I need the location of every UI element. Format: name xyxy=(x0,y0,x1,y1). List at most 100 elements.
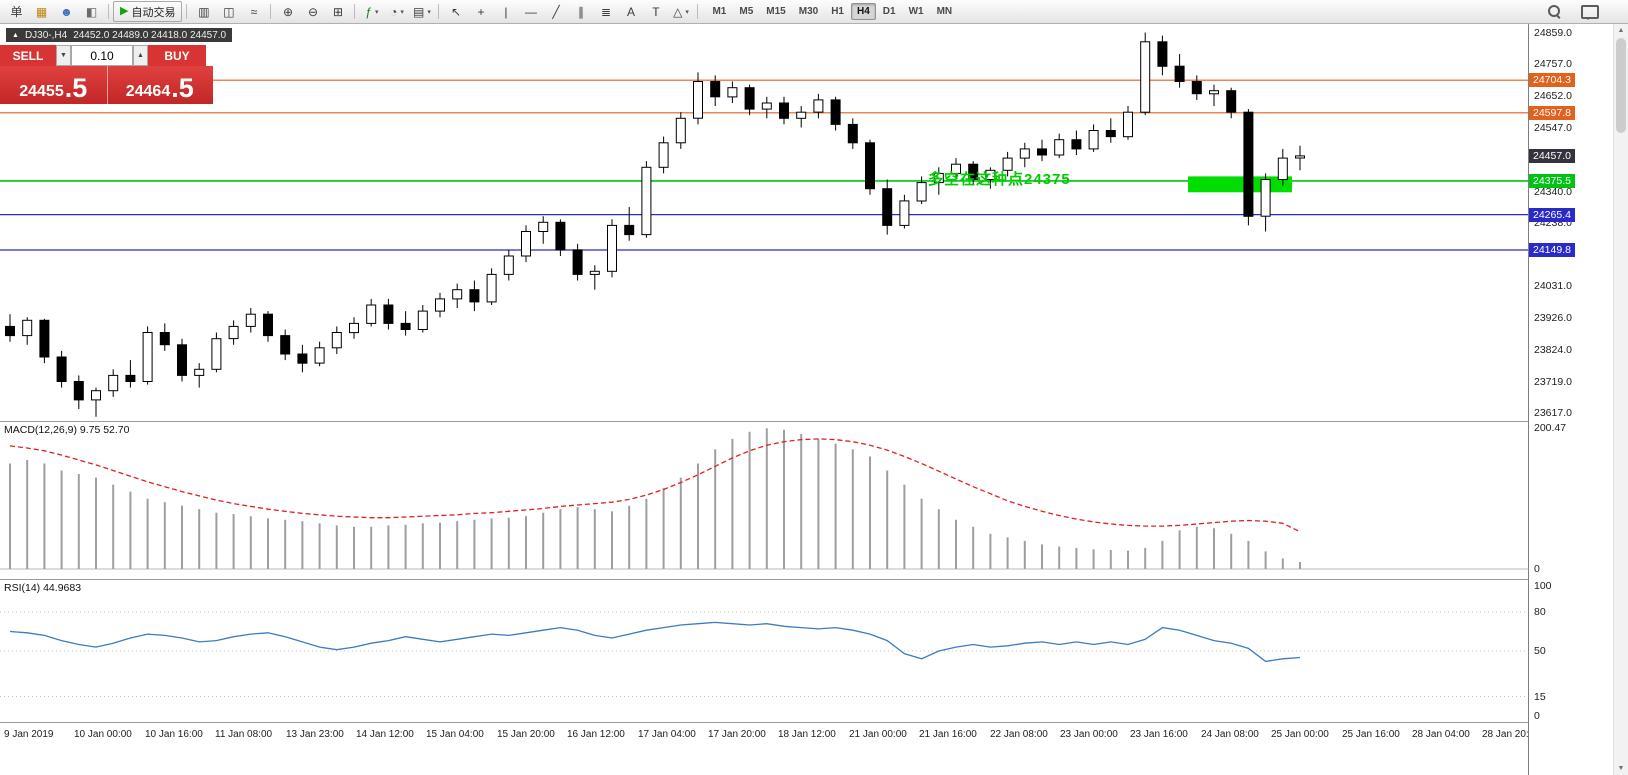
search-button[interactable] xyxy=(1542,1,1567,22)
time-axis-label: 15 Jan 04:00 xyxy=(426,729,484,740)
candlestick-chart xyxy=(0,32,1528,417)
rsi-scale-label: 50 xyxy=(1534,645,1546,657)
volume-decrease-button[interactable]: ▼ xyxy=(56,45,71,66)
chart-symbol-timeframe: DJ30-,H4 xyxy=(24,29,68,41)
time-axis-label: 21 Jan 16:00 xyxy=(919,729,977,740)
scroll-down-icon[interactable]: ▼ xyxy=(1617,765,1625,772)
panel-splitter[interactable] xyxy=(0,421,1613,422)
templates-icon-dropdown: ▾ xyxy=(427,8,431,16)
text-icon[interactable]: A xyxy=(618,1,643,22)
trendline-icon[interactable]: ╱ xyxy=(543,1,568,22)
main-chart[interactable]: 多空在这种点24375 xyxy=(0,24,1528,421)
bar-chart-icon[interactable]: ▥ xyxy=(191,1,216,22)
time-axis-label: 17 Jan 20:00 xyxy=(708,729,766,740)
rsi-scale-label: 0 xyxy=(1534,710,1540,722)
buy-button[interactable]: BUY xyxy=(148,45,206,66)
auto-trading-button[interactable]: ▶ 自动交易 xyxy=(113,1,183,22)
fibonacci-icon[interactable]: ≣ xyxy=(593,1,618,22)
timeframe-w1[interactable]: W1 xyxy=(908,6,924,17)
timeframe-h1[interactable]: H1 xyxy=(831,6,844,17)
price-tick-label: 24340.0 xyxy=(1534,186,1572,198)
chat-button[interactable] xyxy=(1577,1,1602,22)
line-chart-icon[interactable]: ≈ xyxy=(241,1,266,22)
time-axis-label: 9 Jan 2019 xyxy=(4,729,54,740)
auto-trading-button-label: 自动交易 xyxy=(131,6,176,19)
timeframe-h4[interactable]: H4 xyxy=(850,3,876,20)
zoom-in-icon[interactable]: ⊕ xyxy=(275,1,300,22)
time-axis[interactable]: 9 Jan 2019 10 Jan 00:00 10 Jan 16:00 11 Jan… xyxy=(0,723,1540,745)
trade-panel-prices: 24455.5 24464.5 xyxy=(0,66,213,104)
toolbar-separator xyxy=(186,4,188,19)
toolbar-groups: 单 ▦ ☻ ◧ ▶ 自动交易 ▥ ◫ ≈ ⊕ ⊖ ⊞ ƒ ▾ ◔ ▾ ▤ ▾ ↖ + | — ╱ ∥ ≣ A T △ ▾ xyxy=(4,1,693,22)
vertical-line-icon[interactable]: | xyxy=(493,1,518,22)
price-level-badge: 24375.5 xyxy=(1529,174,1575,188)
trendline-icon-glyph: ╱ xyxy=(552,4,560,19)
price-level-badge: 24149.8 xyxy=(1529,243,1575,257)
timeframe-m15[interactable]: M15 xyxy=(766,6,786,17)
sell-button[interactable]: SELL xyxy=(0,45,56,66)
trade-panel-controls: SELL ▼ ▲ BUY xyxy=(0,45,213,66)
rsi-panel[interactable]: RSI(14) 44.9683 xyxy=(0,580,1528,722)
toolbar: 单 ▦ ☻ ◧ ▶ 自动交易 ▥ ◫ ≈ ⊕ ⊖ ⊞ ƒ ▾ ◔ ▾ ▤ ▾ ↖ + | — ╱ ∥ ≣ A T △ ▾ M1 M5 M15… xyxy=(0,0,1628,24)
rsi-scale-label: 80 xyxy=(1534,606,1546,618)
periods-icon-glyph: ◔ xyxy=(390,4,398,19)
volume-input[interactable] xyxy=(71,45,133,66)
time-axis-label: 24 Jan 08:00 xyxy=(1201,729,1259,740)
timeframe-d1[interactable]: D1 xyxy=(882,6,896,17)
shapes-icon[interactable]: △ ▾ xyxy=(668,1,693,22)
label-icon[interactable]: T xyxy=(643,1,668,22)
scrollbar-thumb[interactable] xyxy=(1616,38,1626,133)
panel-splitter[interactable] xyxy=(0,579,1613,580)
timeframe-bar: M1 M5 M15 M30 H1 H4 D1 W1 MN xyxy=(706,3,958,20)
sell-price-display[interactable]: 24455.5 xyxy=(0,66,107,104)
shapes-icon-dropdown: ▾ xyxy=(685,8,689,16)
periods-icon-dropdown: ▾ xyxy=(400,8,404,16)
macd-label: MACD(12,26,9) 9.75 52.70 xyxy=(4,424,130,436)
price-level-badge: 24597.8 xyxy=(1529,106,1575,120)
time-axis-label: 17 Jan 04:00 xyxy=(638,729,696,740)
rsi-label: RSI(14) 44.9683 xyxy=(4,582,82,594)
rsi-scale-label: 15 xyxy=(1534,691,1546,703)
toolbar-separator xyxy=(270,4,272,19)
chart-tab[interactable]: ▲ DJ30-,H4 24452.0 24489.0 24418.0 24457… xyxy=(6,28,233,42)
time-axis-label: 14 Jan 12:00 xyxy=(356,729,414,740)
timeframe-m30[interactable]: M30 xyxy=(798,6,819,17)
timeframe-mn[interactable]: MN xyxy=(936,6,953,17)
templates-icon[interactable]: ▤ ▾ xyxy=(409,1,434,22)
zoom-out-icon[interactable]: ⊖ xyxy=(300,1,325,22)
horizontal-line-icon[interactable]: — xyxy=(518,1,543,22)
panel-splitter[interactable] xyxy=(0,722,1613,723)
price-axis[interactable]: 24859.0 24757.0 24652.0 24547.0 24340.0 24238… xyxy=(1528,24,1613,775)
time-axis-label: 28 Jan 20:00 xyxy=(1482,729,1540,740)
indicators-icon[interactable]: ƒ ▾ xyxy=(359,1,384,22)
timeframe-m5[interactable]: M5 xyxy=(739,6,754,17)
shapes-icon-glyph: △ xyxy=(673,4,683,19)
scroll-up-icon[interactable]: ▲ xyxy=(1617,27,1625,34)
market-watch-icon[interactable]: ◧ xyxy=(79,1,104,22)
profile-icon[interactable]: ☻ xyxy=(54,1,79,22)
horizontal-line-icon-glyph: — xyxy=(524,4,537,19)
cursor-icon[interactable]: ↖ xyxy=(443,1,468,22)
candlestick-chart-icon[interactable]: ◫ xyxy=(216,1,241,22)
tile-windows-icon-glyph: ⊞ xyxy=(332,4,343,19)
toolbar-right xyxy=(1542,1,1602,22)
toolbar-separator xyxy=(697,4,699,19)
channel-icon[interactable]: ∥ xyxy=(568,1,593,22)
price-level-badge: 24265.4 xyxy=(1529,208,1575,222)
tile-windows-icon[interactable]: ⊞ xyxy=(325,1,350,22)
periods-icon[interactable]: ◔ ▾ xyxy=(384,1,409,22)
chart-annotation-text[interactable]: 多空在这种点24375 xyxy=(928,171,1071,188)
new-chart-icon[interactable]: ▦ xyxy=(29,1,54,22)
crosshair-icon[interactable]: + xyxy=(468,1,493,22)
volume-increase-button[interactable]: ▲ xyxy=(133,45,148,66)
one-click-trading-panel: SELL ▼ ▲ BUY 24455.5 24464.5 xyxy=(0,45,213,104)
buy-price-display[interactable]: 24464.5 xyxy=(107,66,214,104)
new-order-button[interactable]: 单 xyxy=(4,1,29,22)
timeframe-m1[interactable]: M1 xyxy=(712,6,727,17)
vertical-scrollbar[interactable]: ▲ ▼ xyxy=(1613,24,1628,775)
zoom-out-icon-glyph: ⊖ xyxy=(307,4,318,19)
macd-panel[interactable]: MACD(12,26,9) 9.75 52.70 xyxy=(0,422,1528,579)
buy-price-main: 24464 xyxy=(125,83,171,100)
indicators-icon-glyph: ƒ xyxy=(365,4,373,19)
macd-scale-label: 0 xyxy=(1534,563,1540,575)
